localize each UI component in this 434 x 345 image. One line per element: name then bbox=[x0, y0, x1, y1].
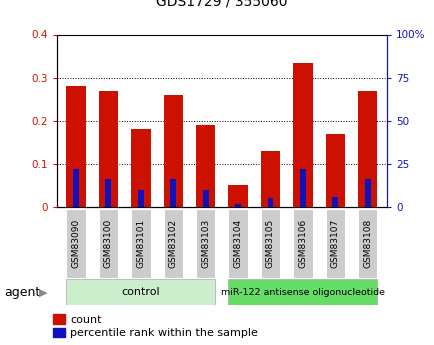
Bar bbox=[99, 90, 118, 207]
Text: agent: agent bbox=[4, 286, 40, 299]
Text: GSM83104: GSM83104 bbox=[233, 219, 242, 268]
Bar bbox=[66, 86, 85, 207]
Bar bbox=[138, 190, 143, 207]
Text: GSM83106: GSM83106 bbox=[298, 219, 307, 268]
FancyBboxPatch shape bbox=[325, 209, 344, 278]
Bar bbox=[105, 179, 111, 207]
Text: GSM83101: GSM83101 bbox=[136, 219, 145, 268]
FancyBboxPatch shape bbox=[195, 209, 215, 278]
Text: GSM83103: GSM83103 bbox=[201, 219, 210, 268]
Text: control: control bbox=[121, 287, 160, 297]
Legend: count, percentile rank within the sample: count, percentile rank within the sample bbox=[53, 314, 257, 338]
FancyBboxPatch shape bbox=[163, 209, 183, 278]
Bar bbox=[163, 95, 183, 207]
Bar bbox=[267, 198, 273, 207]
Text: GSM83107: GSM83107 bbox=[330, 219, 339, 268]
Bar bbox=[195, 125, 215, 207]
FancyBboxPatch shape bbox=[260, 209, 279, 278]
Bar bbox=[364, 179, 370, 207]
Bar bbox=[357, 90, 377, 207]
FancyBboxPatch shape bbox=[131, 209, 150, 278]
FancyBboxPatch shape bbox=[99, 209, 118, 278]
Bar bbox=[299, 169, 305, 207]
Bar bbox=[235, 204, 240, 207]
Text: GSM83100: GSM83100 bbox=[104, 219, 113, 268]
Bar bbox=[332, 197, 337, 207]
Bar bbox=[260, 151, 279, 207]
Text: GSM83090: GSM83090 bbox=[71, 219, 80, 268]
Bar bbox=[228, 186, 247, 207]
FancyBboxPatch shape bbox=[66, 279, 215, 305]
Bar bbox=[293, 62, 312, 207]
FancyBboxPatch shape bbox=[293, 209, 312, 278]
Bar bbox=[325, 134, 344, 207]
FancyBboxPatch shape bbox=[228, 209, 247, 278]
Bar bbox=[131, 129, 150, 207]
Text: GSM83108: GSM83108 bbox=[362, 219, 372, 268]
Bar bbox=[170, 179, 176, 207]
Text: GDS1729 / 355060: GDS1729 / 355060 bbox=[156, 0, 287, 9]
Bar bbox=[202, 190, 208, 207]
Text: miR-122 antisense oligonucleotide: miR-122 antisense oligonucleotide bbox=[220, 288, 384, 297]
Text: ▶: ▶ bbox=[39, 287, 48, 297]
Text: GSM83102: GSM83102 bbox=[168, 219, 178, 268]
FancyBboxPatch shape bbox=[228, 279, 377, 305]
Text: GSM83105: GSM83105 bbox=[265, 219, 274, 268]
Bar bbox=[73, 169, 79, 207]
FancyBboxPatch shape bbox=[66, 209, 85, 278]
FancyBboxPatch shape bbox=[357, 209, 377, 278]
